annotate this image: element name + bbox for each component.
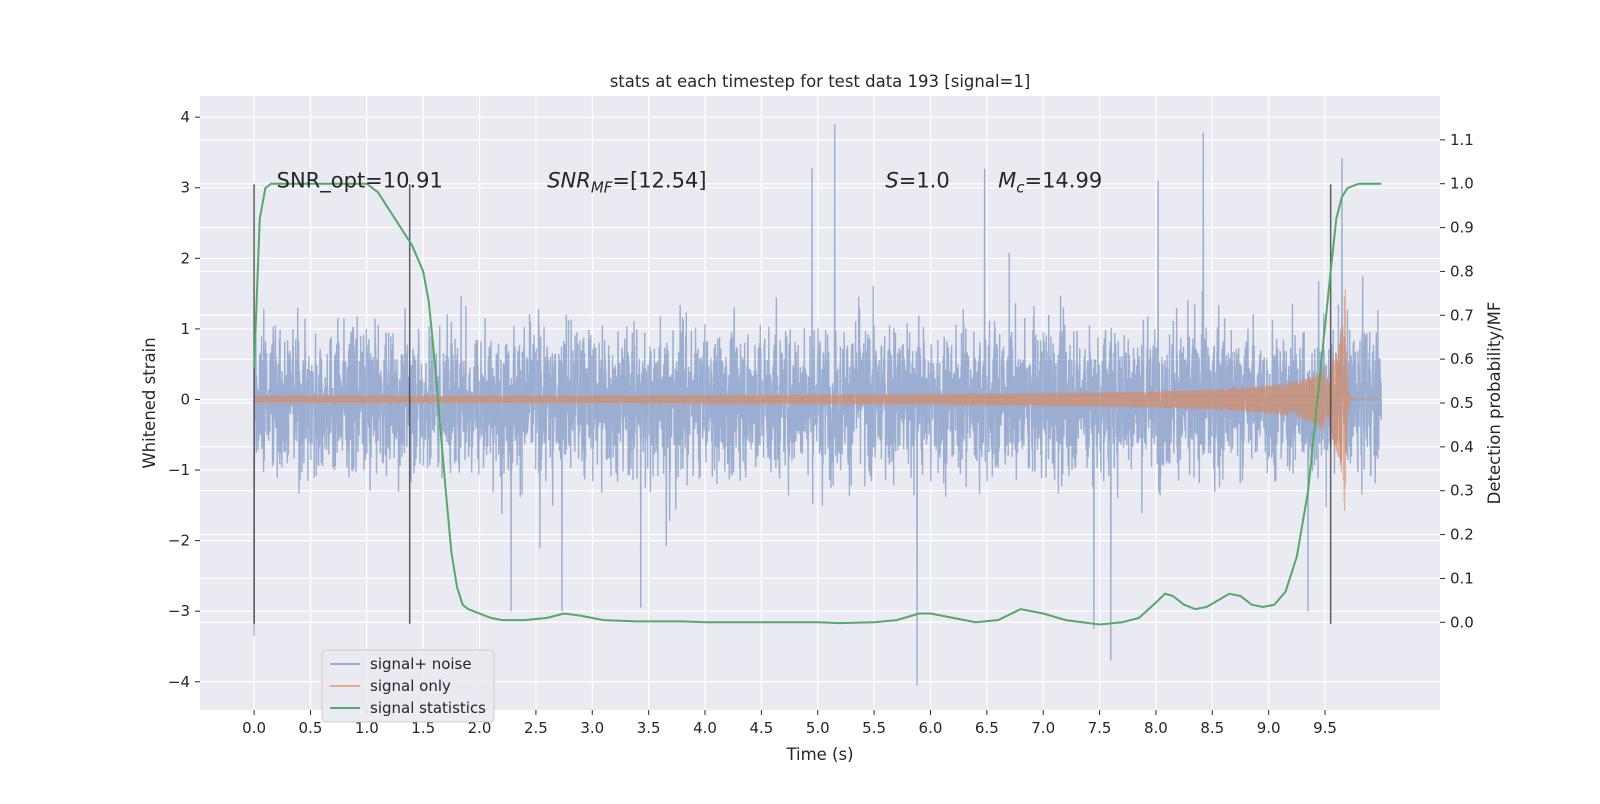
y-tick-label: 1 bbox=[180, 320, 190, 338]
x-tick-label: 5.0 bbox=[806, 719, 830, 737]
y-tick-label: −2 bbox=[168, 532, 190, 550]
x-tick-label: 9.0 bbox=[1257, 719, 1281, 737]
x-tick-label: 4.0 bbox=[693, 719, 717, 737]
x-tick-label: 4.5 bbox=[749, 719, 773, 737]
legend-label: signal+ noise bbox=[370, 655, 472, 673]
series-signal-statistics bbox=[253, 182, 1382, 626]
y2-tick-label: 1.1 bbox=[1450, 131, 1474, 149]
x-tick-label: 8.5 bbox=[1200, 719, 1224, 737]
axes: 0.0 0.5 1.0 1.5 2.0 2.5 3.0 3.5 4.0 4.5 5.0 5.5 6.0 6… bbox=[168, 108, 1474, 737]
y2-tick-label: 0.3 bbox=[1450, 482, 1474, 500]
y2-tick-label: 0.1 bbox=[1450, 569, 1474, 587]
y2-tick-label: 0.0 bbox=[1450, 613, 1474, 631]
x-tick-label: 9.5 bbox=[1313, 719, 1337, 737]
annotation-text: SNRMF=[12.54] bbox=[547, 169, 706, 197]
y-tick-label: −3 bbox=[168, 602, 190, 620]
x-tick-label: 0.5 bbox=[299, 719, 323, 737]
annotation-text: SNR_opt=10.91 bbox=[277, 169, 443, 194]
chirp-trace bbox=[253, 289, 1382, 511]
y2-tick-label: 0.2 bbox=[1450, 526, 1474, 544]
x-tick-label: 2.0 bbox=[468, 719, 492, 737]
x-tick-label: 7.5 bbox=[1088, 719, 1112, 737]
x-tick-label: 8.0 bbox=[1144, 719, 1168, 737]
y-tick-label: 0 bbox=[180, 390, 190, 408]
y2-axis-label: Detection probability/MF bbox=[1485, 302, 1504, 505]
legend: signal+ noise signal only signal statistic… bbox=[321, 649, 495, 723]
x-tick-label: 6.5 bbox=[975, 719, 999, 737]
annotations: SNR_opt=10.91 SNRMF=[12.54] S=1.0 Mc=14.99 bbox=[277, 169, 1103, 197]
marker-lines bbox=[253, 184, 1332, 624]
annotation-text: S=1.0 bbox=[885, 169, 949, 193]
legend-label: signal only bbox=[370, 677, 451, 695]
y-tick-label: −4 bbox=[168, 673, 190, 691]
y-tick-label: 4 bbox=[180, 108, 190, 126]
y-tick-label: 3 bbox=[180, 179, 190, 197]
legend-box bbox=[321, 649, 495, 723]
y2-tick-label: 0.9 bbox=[1450, 219, 1474, 237]
x-tick-label: 1.0 bbox=[355, 719, 379, 737]
x-tick-label: 3.5 bbox=[637, 719, 661, 737]
y2-tick-label: 0.6 bbox=[1450, 350, 1474, 368]
y-tick-label: 2 bbox=[180, 249, 190, 267]
x-tick-label: 7.0 bbox=[1031, 719, 1055, 737]
y-axis-label: Whitened strain bbox=[140, 337, 159, 468]
x-tick-label: 1.5 bbox=[411, 719, 435, 737]
x-axis-label: Time (s) bbox=[785, 745, 853, 764]
x-tick-label: 6.0 bbox=[919, 719, 943, 737]
y-tick-label: −1 bbox=[168, 461, 190, 479]
annotation-text: Mc=14.99 bbox=[998, 169, 1102, 197]
x-tick-label: 0.0 bbox=[242, 719, 266, 737]
x-tick-label: 2.5 bbox=[524, 719, 548, 737]
x-tick-label: 5.5 bbox=[862, 719, 886, 737]
y2-tick-label: 1.0 bbox=[1450, 175, 1474, 193]
y2-tick-label: 0.4 bbox=[1450, 438, 1474, 456]
series-signal-only bbox=[253, 289, 1382, 511]
chart-title: stats at each timestep for test data 193… bbox=[610, 72, 1031, 91]
y2-tick-label: 0.8 bbox=[1450, 262, 1474, 280]
x-tick-label: 3.0 bbox=[580, 719, 604, 737]
y2-tick-label: 0.5 bbox=[1450, 394, 1474, 412]
legend-label: signal statistics bbox=[370, 699, 486, 717]
y2-tick-label: 0.7 bbox=[1450, 306, 1474, 324]
statistics-trace bbox=[253, 182, 1382, 626]
